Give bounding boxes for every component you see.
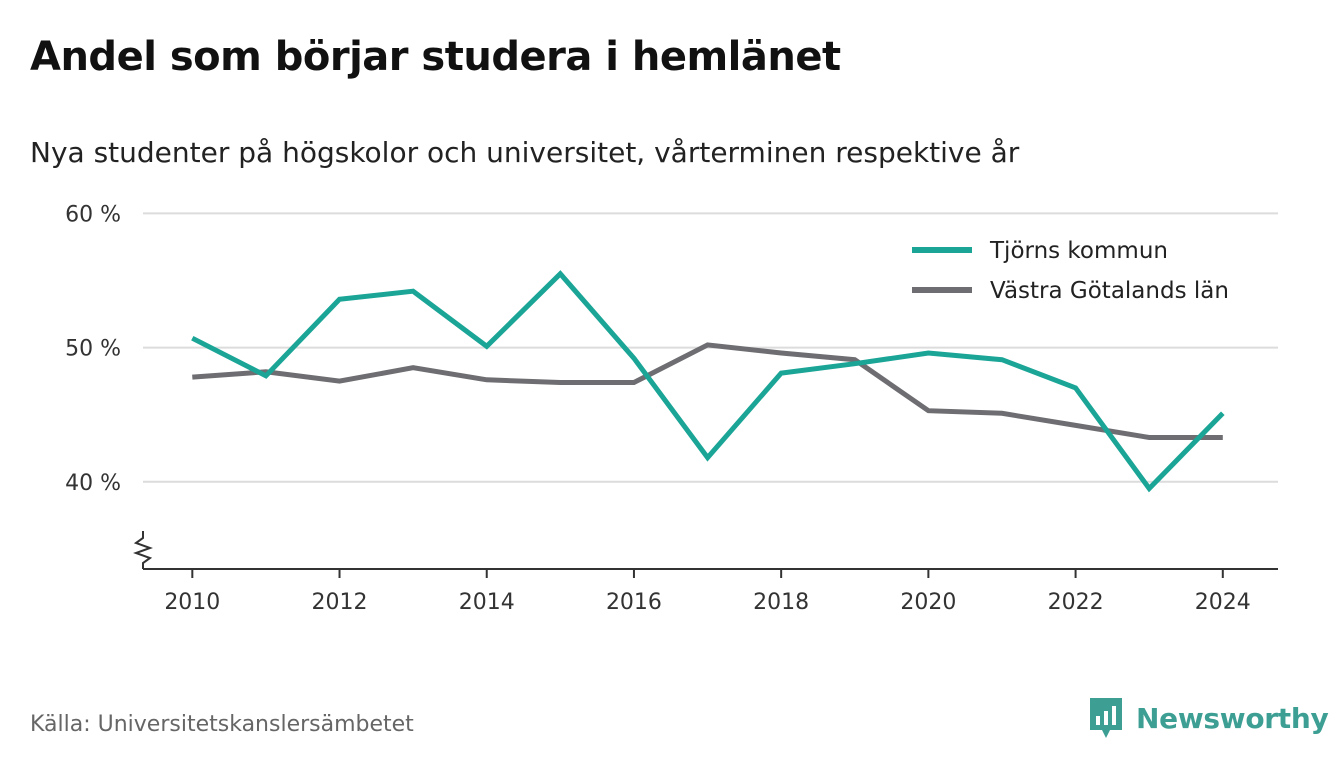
y-tick-label: 60 % — [65, 202, 121, 227]
legend-label: Västra Götalands län — [990, 278, 1229, 304]
chart-subtitle: Nya studenter på högskolor och universit… — [30, 136, 1020, 169]
legend-label: Tjörns kommun — [989, 238, 1168, 264]
source-note: Källa: Universitetskanslersämbetet — [30, 712, 414, 737]
x-tick-label: 2014 — [459, 590, 515, 615]
x-tick-label: 2024 — [1195, 590, 1251, 615]
x-tick-label: 2018 — [753, 590, 809, 615]
brand-name: Newsworthy — [1136, 701, 1329, 735]
x-tick-label: 2016 — [606, 590, 662, 615]
y-tick-label: 40 % — [65, 471, 121, 496]
y-axis-break — [133, 531, 153, 569]
x-tick-label: 2012 — [312, 590, 368, 615]
chart-title: Andel som börjar studera i hemlänet — [30, 34, 841, 80]
x-tick-label: 2010 — [164, 590, 220, 615]
newsworthy-chart-icon — [1090, 698, 1122, 738]
x-tick-label: 2022 — [1048, 590, 1104, 615]
line-chart: 40 % 50 % 60 % 2010 2012 2014 2016 2018 2020 2022… — [65, 202, 1278, 615]
x-tick-label: 2020 — [900, 590, 956, 615]
brand-logo: Newsworthy — [1088, 696, 1329, 740]
y-tick-label: 50 % — [65, 337, 121, 362]
series-line-vastra-gotalands-lan — [192, 342, 1223, 440]
